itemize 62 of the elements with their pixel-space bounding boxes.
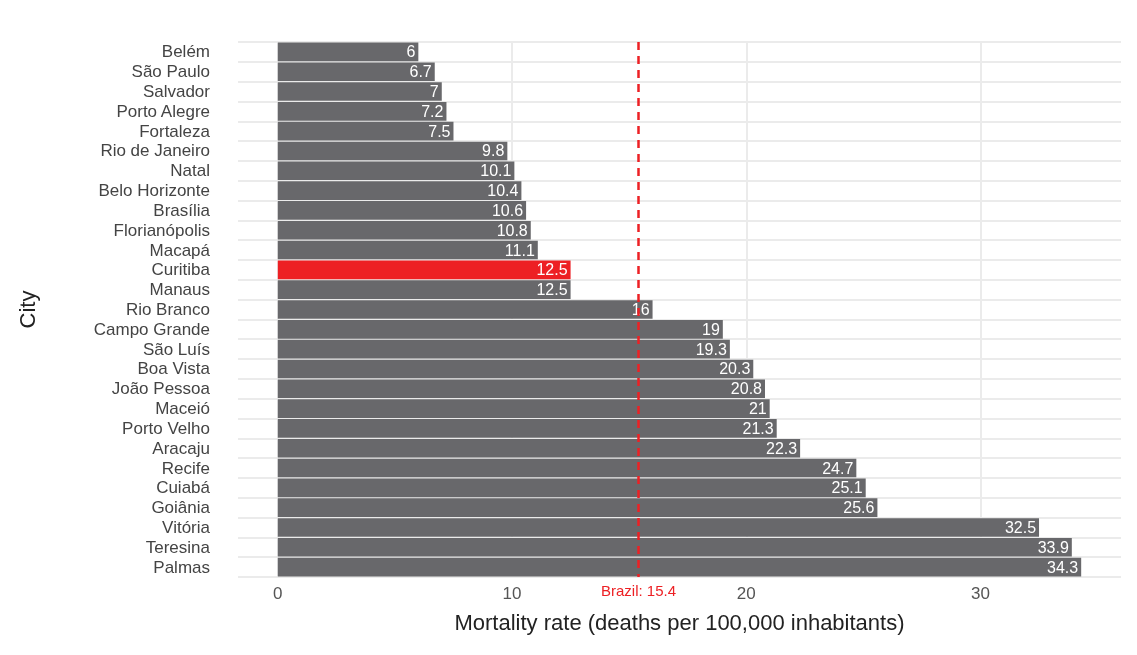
y-tick-label: Aracaju [152, 438, 210, 458]
y-tick-label: Salvador [142, 82, 211, 102]
data-label: 12.5 [536, 261, 568, 279]
y-axis-title: City [14, 290, 40, 329]
data-label: 25.6 [843, 499, 875, 517]
data-label: 20.8 [730, 380, 763, 398]
data-label: 9.8 [482, 142, 505, 160]
y-tick-label: Natal [170, 161, 210, 181]
data-label: 6 [406, 43, 416, 61]
y-tick-label: Maceió [155, 399, 210, 419]
y-tick-label: Boa Vista [137, 359, 211, 379]
y-tick-label: Teresina [145, 537, 211, 557]
data-label: 33.9 [1037, 538, 1069, 556]
data-label: 32.5 [1004, 518, 1037, 536]
y-tick-label: Rio Branco [125, 300, 210, 319]
x-tick-label: 10 [502, 584, 522, 603]
y-tick-label: São Luís [142, 339, 210, 359]
y-tick-label: Palmas [153, 557, 210, 577]
y-tick-label: Cuiabá [156, 478, 211, 498]
data-label: 21.3 [742, 419, 774, 437]
data-label: 21 [748, 400, 767, 418]
y-tick-label: João Pessoa [111, 379, 211, 399]
y-tick-label: Brasília [153, 200, 211, 220]
data-label: 12.5 [536, 281, 568, 299]
data-label: 7.2 [421, 102, 444, 120]
y-tick-label: Florianópolis [113, 220, 210, 240]
data-label: 6.7 [409, 63, 432, 81]
y-tick-label: Porto Velho [122, 418, 210, 438]
data-label: 24.7 [822, 459, 854, 477]
x-tick-label: 30 [971, 584, 990, 603]
x-tick-label: 0 [273, 584, 283, 603]
y-tick-label: Belém [161, 42, 210, 62]
bar [277, 260, 571, 280]
y-tick-label: Manaus [149, 280, 210, 300]
x-tick-label: 20 [736, 584, 756, 603]
y-tick-label: Curitiba [151, 260, 211, 280]
data-label: 10.8 [496, 221, 528, 239]
data-label: 10.4 [487, 182, 519, 200]
y-tick-label: Macapá [149, 240, 211, 260]
data-label: 25.1 [831, 479, 863, 497]
y-tick-label: Fortaleza [139, 121, 211, 141]
y-tick-label: Belo Horizonte [98, 181, 210, 201]
x-axis-title: Mortality rate (deaths per 100,000 inhabitants) [454, 609, 905, 635]
data-label: 10.1 [480, 162, 512, 180]
data-label: 10.6 [491, 201, 524, 219]
y-tick-label: Porto Alegre [116, 101, 210, 121]
y-tick-label: São Paulo [131, 62, 210, 82]
y-tick-label: Campo Grande [93, 319, 210, 339]
data-label: 7 [429, 83, 439, 101]
data-label: 20.3 [719, 360, 751, 378]
data-label: 34.3 [1047, 558, 1079, 576]
data-label: 11.1 [504, 241, 535, 259]
data-label: 19.3 [695, 340, 727, 358]
y-tick-label: Recife [161, 458, 210, 478]
data-label: 7.5 [428, 122, 451, 140]
y-tick-label: Goiânia [151, 498, 211, 518]
ref-line-label: Brazil: 15.4 [600, 582, 677, 599]
data-label: 19 [702, 320, 720, 338]
data-label: 16 [631, 301, 650, 318]
y-tick-label: Rio de Janeiro [100, 141, 210, 161]
y-tick-label: Vitória [162, 517, 211, 537]
data-label: 22.3 [765, 439, 798, 457]
